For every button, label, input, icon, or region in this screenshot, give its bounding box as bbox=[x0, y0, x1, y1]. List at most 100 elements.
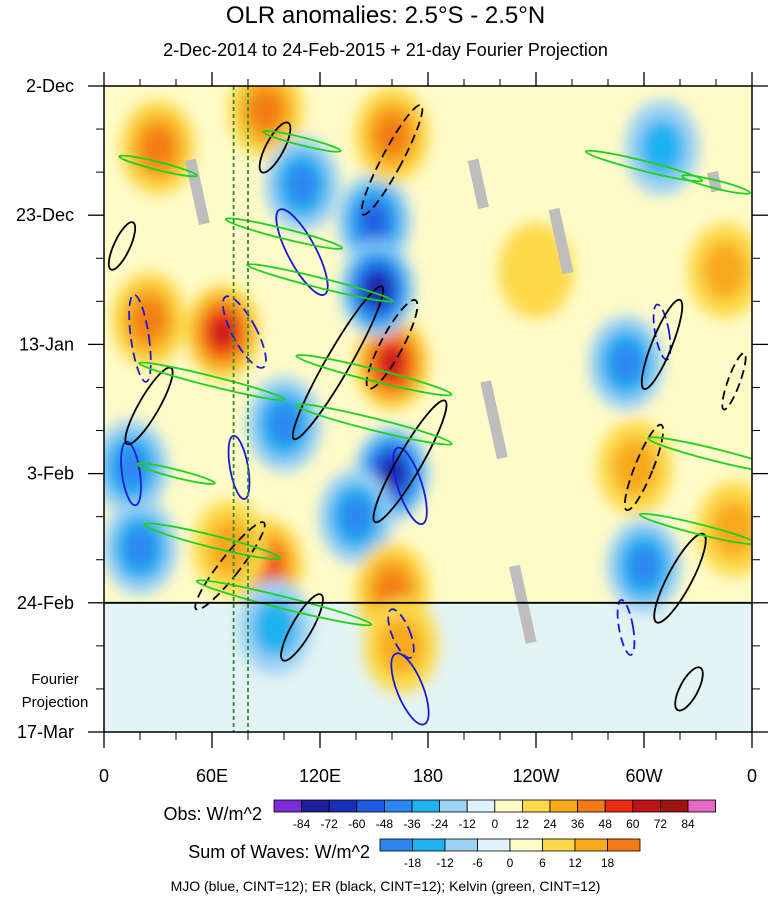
x-tick-label-0: 0 bbox=[99, 766, 109, 786]
x-tick-label-5: 60W bbox=[625, 766, 662, 786]
legend-obs-label-11: 48 bbox=[599, 817, 613, 831]
mjo-contour-1 bbox=[221, 295, 267, 369]
kelvin-contour-12 bbox=[638, 512, 752, 546]
footnote: MJO (blue, CINT=12); ER (black, CINT=12)… bbox=[170, 878, 601, 894]
legend-obs-swatch-2 bbox=[328, 799, 358, 813]
kelvin-contour-9 bbox=[195, 579, 373, 627]
axes: 2-Dec 23-Dec 13-Jan 3-Feb 24-Feb 17-Mar Fourie… bbox=[16, 72, 768, 786]
legend-obs-label-7: 0 bbox=[491, 817, 498, 831]
legend-obs-label-5: -24 bbox=[431, 817, 449, 831]
er-contour-11 bbox=[674, 666, 704, 712]
kelvin-contour-1 bbox=[262, 130, 342, 153]
legend-obs-label-14: 84 bbox=[681, 817, 695, 831]
legend-waves-swatch-1 bbox=[412, 838, 446, 852]
legend-obs-swatch-8 bbox=[494, 799, 523, 813]
er-contour-12 bbox=[280, 593, 324, 662]
x-tick-label-3: 180 bbox=[413, 766, 443, 786]
x-tick-label-4: 120W bbox=[512, 766, 559, 786]
legend-obs-label-4: -36 bbox=[403, 817, 421, 831]
legend-obs-swatch-13 bbox=[632, 799, 661, 813]
legend-obs-label-12: 60 bbox=[626, 817, 640, 831]
kelvin-contour-4 bbox=[295, 354, 453, 397]
legend-obs-swatch-7 bbox=[466, 799, 496, 813]
missing-data-band-4 bbox=[548, 207, 574, 275]
legend-obs-swatch-11 bbox=[577, 799, 606, 813]
er-contour-0 bbox=[258, 121, 292, 174]
er-contour-8 bbox=[623, 423, 665, 512]
kelvin-contour-6 bbox=[138, 361, 286, 401]
legend-obs-label-6: -12 bbox=[459, 817, 477, 831]
x-tick-label-6: 0 bbox=[747, 766, 757, 786]
y-tick-label-1: 23-Dec bbox=[16, 205, 74, 225]
y-tick-label-5: 17-Mar bbox=[17, 722, 74, 742]
legend-waves-swatch-6 bbox=[574, 838, 608, 852]
kelvin-contour-7 bbox=[136, 462, 216, 485]
legend-waves-swatch-7 bbox=[607, 838, 641, 852]
y-tick-label-4: 24-Feb bbox=[17, 593, 74, 613]
mjo-contour-5 bbox=[390, 652, 430, 726]
missing-data-band-1 bbox=[467, 158, 489, 210]
legend-obs-swatch-3 bbox=[356, 799, 385, 813]
legend-obs-label-1: -72 bbox=[321, 817, 339, 831]
anomaly-blob-23 bbox=[498, 222, 574, 319]
chart-subtitle: 2-Dec-2014 to 24-Feb-2015 + 21-day Fouri… bbox=[163, 40, 608, 60]
legend-waves-swatch-0 bbox=[379, 838, 413, 852]
mjo-contour-3 bbox=[128, 293, 152, 383]
er-contour-13 bbox=[107, 221, 137, 271]
legend-obs-swatch-6 bbox=[439, 799, 468, 813]
anomaly-field bbox=[104, 86, 752, 732]
er-contour-3 bbox=[291, 285, 385, 441]
legend-obs-swatch-10 bbox=[549, 799, 579, 813]
missing-data-band-3 bbox=[509, 564, 537, 644]
legend-obs-label-3: -48 bbox=[376, 817, 394, 831]
kelvin-contour-5 bbox=[295, 403, 453, 446]
er-contour-4 bbox=[372, 399, 448, 524]
kelvin-contour-13 bbox=[681, 174, 751, 195]
y-tick-label-3: 3-Feb bbox=[27, 464, 74, 484]
kelvin-contour-0 bbox=[118, 154, 198, 178]
kelvin-contour-8 bbox=[143, 522, 281, 561]
missing-data-band-0 bbox=[185, 158, 210, 226]
legend-obs-label-2: -60 bbox=[348, 817, 366, 831]
wave-contours bbox=[107, 86, 752, 732]
legend-waves-label-0: -18 bbox=[404, 856, 422, 870]
legend-obs-swatch-5 bbox=[411, 799, 441, 813]
legend-waves-label-1: -12 bbox=[436, 856, 454, 870]
kelvin-contour-2 bbox=[224, 217, 344, 250]
y-tick-label-0: 2-Dec bbox=[26, 76, 74, 96]
kelvin-contour-10 bbox=[584, 149, 704, 183]
legend-obs-swatch-9 bbox=[522, 799, 551, 813]
er-contour-5 bbox=[194, 521, 266, 611]
legend-waves-swatch-5 bbox=[542, 838, 576, 852]
projection-label-0: Fourier bbox=[31, 671, 79, 688]
legend-waves-swatch-4 bbox=[509, 838, 543, 852]
legend-obs-label-0: -84 bbox=[293, 817, 311, 831]
legend-waves-title: Sum of Waves: W/m^2 bbox=[188, 842, 370, 862]
x-tick-label-2: 120E bbox=[299, 766, 341, 786]
missing-data-band-2 bbox=[480, 380, 508, 460]
legend-obs-label-10: 36 bbox=[571, 817, 585, 831]
mjo-contour-6 bbox=[387, 608, 415, 659]
legend-waves-swatch-2 bbox=[444, 838, 478, 852]
er-contour-1 bbox=[360, 103, 424, 216]
x-tick-label-1: 60E bbox=[196, 766, 228, 786]
legend-obs-label-9: 24 bbox=[543, 817, 557, 831]
legend-waves-swatch-3 bbox=[477, 838, 511, 852]
legend-obs-swatch-1 bbox=[301, 799, 330, 813]
legend-obs-swatch-15 bbox=[687, 799, 717, 813]
er-contour-6 bbox=[124, 366, 174, 446]
legend-obs-label-8: 12 bbox=[516, 817, 530, 831]
er-contour-7 bbox=[640, 298, 684, 390]
chart-title: OLR anomalies: 2.5°S - 2.5°N bbox=[225, 2, 546, 29]
legend-obs-swatch-14 bbox=[660, 799, 689, 813]
mjo-contour-2 bbox=[120, 440, 142, 507]
kelvin-contour-11 bbox=[647, 436, 752, 474]
y-tick-label-2: 13-Jan bbox=[19, 334, 74, 354]
legend-waves-label-5: 12 bbox=[568, 856, 582, 870]
legend-obs-label-13: 72 bbox=[654, 817, 668, 831]
er-contour-10 bbox=[721, 352, 747, 411]
legend-obs-swatch-0 bbox=[273, 799, 303, 813]
legend-waves-label-6: 18 bbox=[601, 856, 615, 870]
legend-waves-label-3: 0 bbox=[507, 856, 514, 870]
projection-label-1: Projection bbox=[22, 694, 89, 711]
